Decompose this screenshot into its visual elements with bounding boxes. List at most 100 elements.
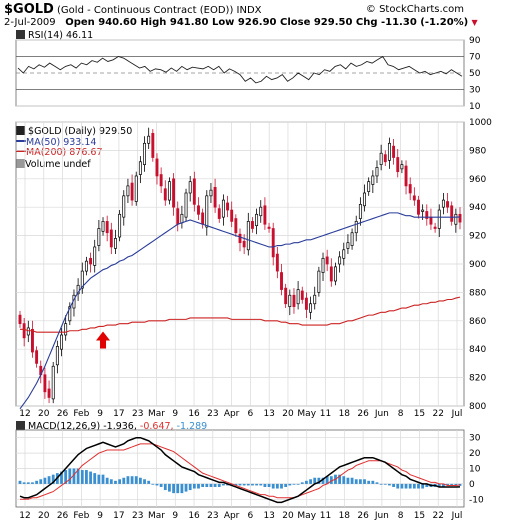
macd-histogram-bar xyxy=(342,476,346,484)
price-candle-body xyxy=(118,213,122,238)
price-legend: $GOLD (Daily) 929.50 MA(50) 933.14 MA(20… xyxy=(16,126,132,170)
price-candle-body xyxy=(22,323,26,339)
price-candle-body xyxy=(296,289,300,305)
macd-line xyxy=(19,436,461,504)
macd-histogram-bar xyxy=(31,482,34,484)
macd-histogram-bar xyxy=(213,483,217,487)
macd-histogram-bar xyxy=(163,483,167,491)
price-candle-body xyxy=(238,233,242,244)
price-candle-body xyxy=(114,238,117,249)
rsi-tick-label: 10 xyxy=(469,102,481,112)
price-candle-body xyxy=(259,206,263,217)
macd-histogram-bar xyxy=(238,483,242,486)
price-candle-body xyxy=(130,182,134,201)
price-candle-body xyxy=(267,226,271,229)
macd-histogram-bar xyxy=(51,474,55,484)
price-x-tick-label: 23 xyxy=(207,409,218,419)
price-candle-body xyxy=(433,226,437,229)
price-x-tick-label: 16 xyxy=(188,409,200,419)
macd-x-tick-label: 26 xyxy=(57,511,69,521)
macd-histogram-bar xyxy=(396,483,400,489)
macd-histogram-bar xyxy=(76,468,80,484)
macd-histogram-bar xyxy=(388,483,391,486)
price-candle-body xyxy=(396,157,400,173)
macd-x-tick-label: Mar xyxy=(148,511,165,521)
price-candle-body xyxy=(255,213,259,227)
price-candle-body xyxy=(383,154,387,163)
price-candle-body xyxy=(180,213,184,224)
macd-histogram-bar xyxy=(184,483,188,492)
macd-tick-label: 30 xyxy=(469,434,481,444)
macd-histogram-bar xyxy=(280,483,283,489)
macd-histogram-bar xyxy=(375,482,379,484)
price-x-tick-label: 20 xyxy=(282,409,294,419)
exchange: INDX xyxy=(236,5,262,16)
macd-histogram-bar xyxy=(155,483,159,486)
price-candle-body xyxy=(392,145,396,158)
macd-x-tick-label: 15 xyxy=(414,511,425,521)
macd-histogram-bar xyxy=(367,480,371,484)
quote-line: 2-Jul-2009 Open 940.60 High 941.80 Low 9… xyxy=(4,17,478,28)
price-candle-body xyxy=(412,195,416,201)
price-candle-body xyxy=(342,249,346,259)
macd-histogram-bar xyxy=(209,483,213,487)
price-x-tick-label: 26 xyxy=(357,409,369,419)
macd-tick-label: 0 xyxy=(469,480,475,490)
legend-volume: Volume undef xyxy=(16,158,132,171)
price-candle-body xyxy=(321,257,325,273)
macd-histogram-bar xyxy=(292,483,296,485)
macd-histogram-bar xyxy=(138,477,142,484)
price-candle-body xyxy=(404,165,408,187)
price-candle-body xyxy=(35,350,39,364)
price-tick-label: 820 xyxy=(469,374,486,384)
price-tick-label: 920 xyxy=(469,232,486,242)
legend-ma200-icon xyxy=(16,150,26,152)
change-down-icon: ▼ xyxy=(471,18,478,27)
macd-histogram-bar xyxy=(172,483,175,494)
price-candle-body xyxy=(309,303,313,313)
price-candle-body xyxy=(226,202,229,211)
price-candle-body xyxy=(105,221,109,234)
price-candle-body xyxy=(84,260,88,272)
ma50-line xyxy=(19,212,461,410)
price-candle-body xyxy=(400,164,404,170)
price-candle-body xyxy=(263,205,267,225)
price-candle-body xyxy=(300,290,304,300)
macd-x-tick-label: 8 xyxy=(398,511,404,521)
chart-title: $GOLD (Gold - Continuous Contract (EOD))… xyxy=(4,2,262,17)
macd-histogram-bar xyxy=(188,483,192,491)
instrument-name: (Gold - Continuous Contract (EOD)) xyxy=(57,5,234,16)
legend-ma200-text: MA(200) 876.67 xyxy=(26,147,103,158)
macd-histogram-bar xyxy=(93,473,97,484)
macd-histogram-bar xyxy=(234,483,238,486)
macd-name: MACD(12,26,9) xyxy=(28,421,101,432)
macd-histogram-bar xyxy=(350,477,354,484)
price-tick-label: 900 xyxy=(469,260,486,270)
price-candle-body xyxy=(64,323,68,336)
macd-histogram-bar xyxy=(251,483,254,486)
macd-histogram-bar xyxy=(371,480,375,484)
macd-tick-label: -10 xyxy=(469,495,484,505)
price-x-tick-label: 17 xyxy=(113,409,124,419)
price-candle-body xyxy=(213,186,217,208)
macd-histogram-bar xyxy=(168,483,171,492)
price-candle-body xyxy=(458,213,462,223)
macd-histogram-bar xyxy=(305,480,308,484)
macd-histogram-bar xyxy=(101,474,105,484)
price-x-tick-label: 8 xyxy=(398,409,404,419)
macd-histogram-bar xyxy=(263,483,267,487)
price-candle-body xyxy=(134,175,138,202)
price-candle-body xyxy=(60,334,63,350)
macd-histogram-bar xyxy=(68,468,72,484)
macd-x-tick-label: 23 xyxy=(132,511,143,521)
price-candle-body xyxy=(334,266,337,282)
macd-histogram-bar xyxy=(64,470,68,484)
macd-histogram-bar xyxy=(446,483,449,486)
price-candle-body xyxy=(379,152,383,165)
macd-histogram-bar xyxy=(354,479,358,484)
price-candle-body xyxy=(371,175,375,185)
macd-histogram-bar xyxy=(130,476,134,484)
price-tick-label: 800 xyxy=(469,402,486,412)
price-x-tick-label: 22 xyxy=(432,409,443,419)
macd-histogram-bar xyxy=(317,477,321,484)
